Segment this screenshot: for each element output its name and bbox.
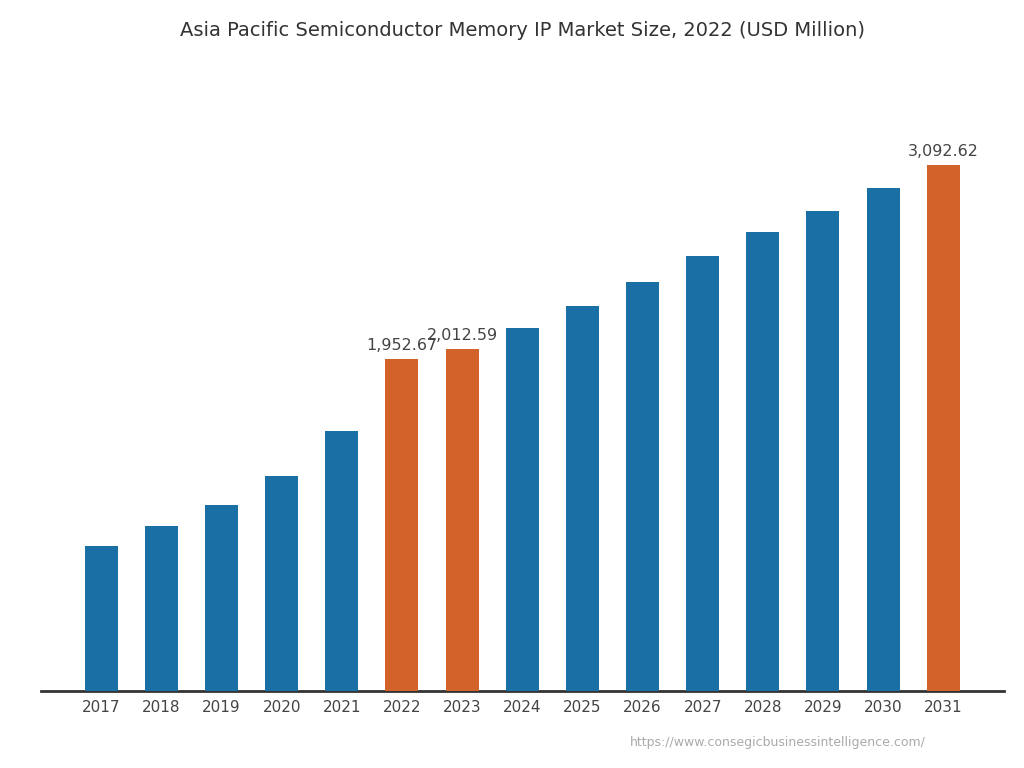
Bar [626,282,659,691]
Bar [85,546,118,691]
Bar [686,257,719,691]
Bar [326,431,358,691]
Bar [927,165,959,691]
Title: Asia Pacific Semiconductor Memory IP Market Size, 2022 (USD Million): Asia Pacific Semiconductor Memory IP Mar… [180,22,864,41]
Bar [746,233,779,691]
Text: https://www.consegicbusinessintelligence.com/: https://www.consegicbusinessintelligence… [631,736,926,749]
Bar [566,306,599,691]
Bar [445,349,478,691]
Bar [144,526,178,691]
Bar [807,211,840,691]
Bar [866,188,900,691]
Text: 1,952.67: 1,952.67 [367,338,437,353]
Bar [385,359,419,691]
Text: 3,092.62: 3,092.62 [908,144,979,159]
Bar [265,476,298,691]
Bar [506,328,539,691]
Bar [205,505,238,691]
Text: 2,012.59: 2,012.59 [427,328,498,343]
